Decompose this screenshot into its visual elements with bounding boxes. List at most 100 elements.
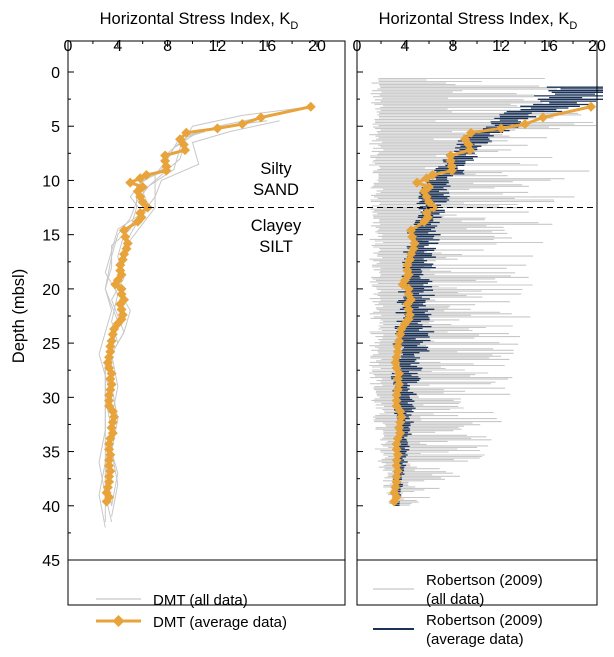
dmt-all-line — [111, 120, 268, 506]
dmt-avg-point — [104, 395, 115, 406]
dmt-avg-point — [181, 127, 192, 138]
right-x-tick-label: 20 — [588, 38, 606, 55]
dmt-avg-point — [538, 112, 548, 123]
dmt-avg-point — [391, 390, 402, 401]
dmt-avg-point — [406, 225, 416, 236]
y-tick-label: 5 — [51, 119, 60, 136]
right-x-tick-label: 12 — [492, 38, 510, 55]
dmt-avg-point — [115, 260, 126, 271]
left-x-tick-label: 8 — [163, 38, 172, 55]
legend-rob-all-label-1: Robertson (2009) — [426, 572, 543, 589]
legend-rob-avg-label-2: (average data) — [426, 631, 524, 648]
dmt-avg-point — [132, 216, 143, 227]
dmt-avg-point — [125, 177, 136, 188]
dmt-avg-line — [392, 105, 592, 503]
dmt-avg-point — [391, 455, 402, 466]
dmt-avg-point — [116, 283, 127, 294]
clayey-label: Clayey — [251, 217, 302, 235]
dmt-avg-point — [402, 260, 413, 271]
right-panel: 0 4 8 12 16 20 — [353, 38, 606, 606]
right-x-axis-title: Horizontal Stress Index, KD — [379, 10, 578, 32]
dmt-avg-point — [389, 496, 400, 507]
dmt-avg-point — [392, 341, 403, 352]
dmt-avg-point — [397, 279, 408, 290]
dmt-avg-point — [446, 165, 457, 176]
dmt-avg-point — [180, 145, 191, 156]
left-panel: 0 4 8 12 16 20 0 5 10 15 20 25 30 35 40 45 — [42, 38, 346, 606]
dmt-avg-point — [237, 119, 248, 130]
y-tick-label: 45 — [42, 553, 60, 570]
dmt-avg-point — [391, 395, 402, 406]
left-x-tick-label: 16 — [258, 38, 276, 55]
y-tick-label: 20 — [42, 282, 60, 299]
legend-right: Robertson (2009) (all data) Robertson (2… — [373, 572, 543, 648]
right-x-tick-label: 0 — [353, 38, 362, 55]
dmt-avg-point — [161, 165, 172, 176]
dmt-avg-point — [496, 123, 506, 134]
dmt-avg-point — [421, 173, 432, 184]
legend-left: DMT (all data) DMT (average data) — [96, 592, 287, 631]
dmt-avg-point — [428, 202, 439, 213]
y-tick-label: 40 — [42, 499, 60, 516]
y-tick-label: 35 — [42, 445, 60, 462]
dmt-avg-point — [212, 123, 223, 134]
y-tick-label: 25 — [42, 336, 60, 353]
legend-dmt-avg-marker — [112, 615, 125, 627]
dmt-avg-point — [104, 438, 115, 449]
dmt-avg-point — [419, 216, 430, 227]
dmt-avg-point — [586, 101, 596, 112]
dmt-all-line — [104, 117, 262, 522]
dmt-avg-point — [391, 438, 402, 449]
dmt-avg-point — [160, 150, 171, 161]
left-x-axis-title: Horizontal Stress Index, KD — [100, 10, 299, 32]
y-axis-title: Depth (mbsl) — [10, 269, 28, 363]
dmt-avg-point — [255, 112, 266, 123]
dmt-avg-point — [403, 283, 414, 294]
dmt-avg-point — [119, 225, 130, 236]
y-tick-label: 10 — [42, 173, 60, 190]
legend-rob-avg-label-1: Robertson (2009) — [426, 612, 543, 629]
dmt-avg-point — [104, 455, 115, 466]
dmt-avg-point — [110, 279, 121, 290]
right-x-tick-label: 16 — [540, 38, 558, 55]
dmt-avg-point — [142, 202, 153, 213]
legend-rob-all-label-2: (all data) — [426, 591, 484, 608]
dmt-avg-point — [412, 177, 422, 188]
dmt-avg-point — [466, 127, 476, 138]
dmt-avg-point — [391, 471, 402, 482]
dmt-avg-point — [105, 341, 116, 352]
sand-label: SAND — [253, 181, 299, 199]
dmt-avg-point — [137, 197, 148, 208]
dmt-avg-point — [104, 390, 115, 401]
plot-layer: 0 4 8 12 16 20 0 5 10 15 20 25 30 35 40 45 0 4 8 12 16 20 — [42, 38, 606, 606]
dmt-avg-point — [305, 101, 316, 112]
y-tick-label: 30 — [42, 390, 60, 407]
legend-dmt-avg-label: DMT (average data) — [153, 614, 287, 631]
right-x-tick-label: 8 — [449, 38, 458, 55]
left-x-tick-label: 12 — [209, 38, 227, 55]
y-tick-label: 0 — [51, 65, 60, 82]
dmt-avg-point — [464, 145, 475, 156]
right-x-tick-label: 4 — [401, 38, 410, 55]
dmt-avg-point — [395, 329, 406, 340]
dmt-avg-point — [424, 197, 434, 208]
dmt-all-line — [98, 125, 230, 506]
dmt-avg-point — [406, 249, 416, 260]
dmt-avg-point — [520, 119, 530, 130]
left-x-tick-label: 0 — [64, 38, 73, 55]
dmt-avg-point — [135, 173, 146, 184]
dmt-avg-point — [120, 231, 131, 242]
dmt-avg-point — [104, 471, 115, 482]
silty-label: Silty — [260, 160, 292, 178]
dmt-avg-point — [119, 249, 130, 260]
legend-dmt-all-label: DMT (all data) — [153, 592, 248, 609]
left-frame — [67, 40, 346, 606]
left-x-tick-label: 20 — [308, 38, 326, 55]
dmt-avg-point — [101, 496, 112, 507]
left-x-tick-label: 4 — [113, 38, 122, 55]
y-tick-label: 15 — [42, 228, 60, 245]
dmt-avg-point — [107, 329, 118, 340]
dmt-avg-point — [445, 150, 456, 161]
silt-label: SILT — [259, 238, 293, 256]
